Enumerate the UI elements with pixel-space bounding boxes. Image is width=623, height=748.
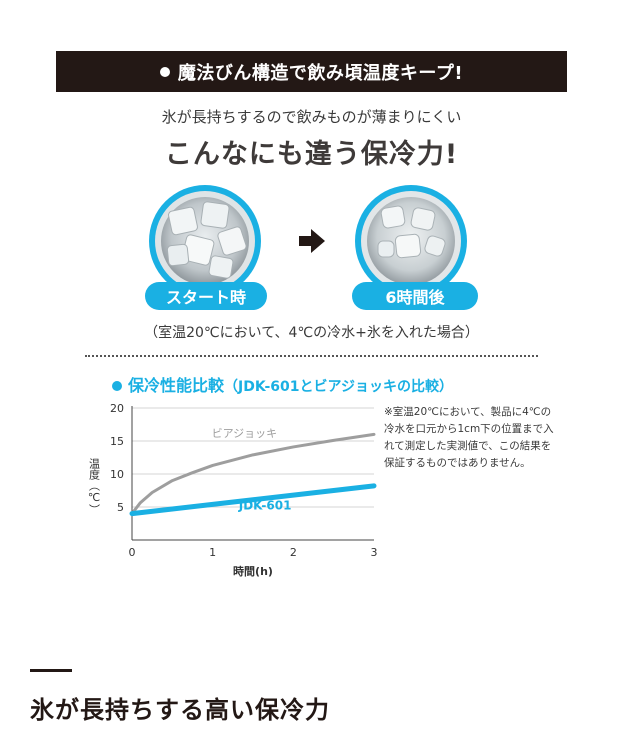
start-label: スタート時 bbox=[165, 288, 246, 307]
start-label-badge: スタート時 bbox=[145, 282, 267, 310]
bullet-dot-icon bbox=[159, 66, 170, 77]
x-axis-label: 時間(h) bbox=[233, 564, 273, 578]
series-label-jdk601: JDK-601 bbox=[238, 499, 292, 513]
glass-after-photo bbox=[346, 183, 476, 307]
x-tick-label: 0 bbox=[129, 546, 136, 559]
x-tick-label: 3 bbox=[371, 546, 378, 559]
glass-start-photo bbox=[140, 183, 270, 307]
banner-title: 魔法びん構造で飲み頃温度キープ! bbox=[177, 62, 464, 84]
after-label: 6時間後 bbox=[385, 288, 445, 307]
y-tick-label: 10 bbox=[110, 468, 124, 481]
y-axis-label: 温度（℃） bbox=[88, 458, 101, 515]
series-line-beer-jug bbox=[130, 432, 376, 516]
intro-headline: こんなにも違う保冷力! bbox=[164, 139, 459, 170]
top-banner: 魔法びん構造で飲み頃温度キープ! bbox=[56, 51, 567, 92]
series-label-beer-jug: ビアジョッキ bbox=[212, 427, 278, 440]
bullet-dot-icon bbox=[112, 381, 122, 391]
comparison-title-text: 保冷性能比較 bbox=[128, 376, 225, 395]
y-tick-label: 15 bbox=[110, 435, 124, 448]
footer-rule bbox=[30, 669, 72, 672]
series-line-jdk601 bbox=[129, 483, 377, 517]
intro-subtitle: 氷が長持ちするので飲みものが薄まりにくい bbox=[161, 108, 462, 126]
comparison-title: 保冷性能比較（JDK-601とビアジョッキの比較） bbox=[112, 372, 453, 396]
comparison-title-paren: （JDK-601とビアジョッキの比較） bbox=[224, 379, 453, 395]
dotted-divider bbox=[85, 355, 538, 357]
temperature-line-chart: 5 10 15 20 0 1 2 3 時間(h) 温度（℃） ビアジョッキ JDK-601 bbox=[88, 402, 378, 578]
footer-title: 氷が長持ちする高い保冷力 bbox=[30, 696, 330, 724]
condition-note: （室温20℃において、4℃の冷水+氷を入れた場合） bbox=[144, 325, 479, 341]
measurement-note: ※室温20℃において、製品に4℃の冷水を口元から1cm下の位置まで入れて測定した… bbox=[384, 406, 554, 469]
x-tick-label: 1 bbox=[209, 546, 216, 559]
after-label-badge: 6時間後 bbox=[352, 282, 478, 310]
x-tick-label: 2 bbox=[290, 546, 297, 559]
arrow-right-icon bbox=[299, 229, 325, 253]
y-tick-label: 5 bbox=[117, 501, 124, 514]
y-tick-label: 20 bbox=[110, 402, 124, 415]
